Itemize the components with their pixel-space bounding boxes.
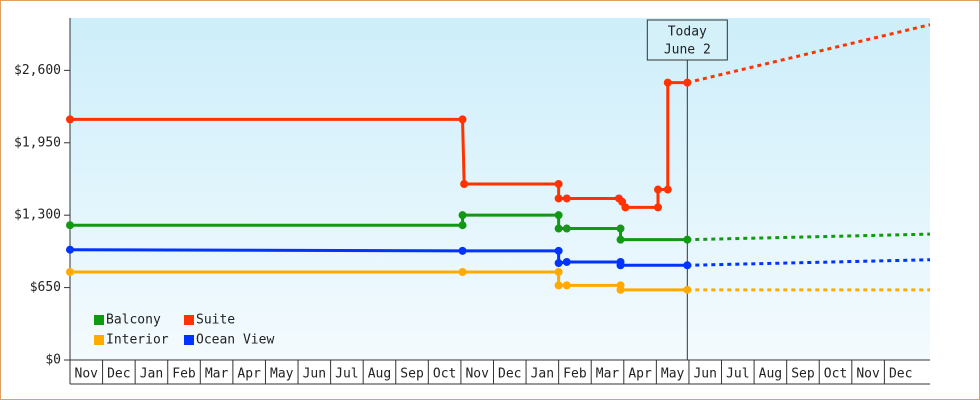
x-tick-label: Jan (140, 367, 163, 382)
x-tick-label: Jan (531, 367, 554, 382)
x-tick-label: Jun (693, 367, 716, 382)
price-point (616, 261, 625, 270)
x-tick-label: Jul (335, 367, 358, 382)
x-tick-label: Oct (824, 367, 847, 382)
price-point (562, 257, 571, 266)
price-point (458, 221, 467, 230)
price-point (616, 235, 625, 244)
plot-area (70, 18, 930, 360)
legend-label: Balcony (106, 313, 161, 328)
price-point (66, 267, 74, 276)
x-tick-label: Jun (303, 367, 326, 382)
forecast-line (686, 23, 931, 85)
price-point (562, 224, 571, 233)
price-point (66, 221, 74, 230)
x-tick-label: Jul (726, 367, 749, 382)
price-point (554, 246, 563, 255)
x-tick-label: Aug (759, 367, 782, 382)
price-point (554, 211, 563, 220)
y-tick-label: $0 (45, 353, 61, 368)
price-point (616, 224, 625, 233)
x-tick-label: Aug (368, 367, 391, 382)
price-point (683, 235, 692, 244)
price-point (66, 115, 74, 124)
legend-swatch (184, 335, 194, 345)
price-point (554, 259, 563, 268)
x-tick-label: Feb (563, 367, 587, 382)
price-point (683, 78, 692, 87)
x-tick-label: Mar (205, 367, 229, 382)
x-tick-label: Dec (889, 367, 912, 382)
y-tick-label: $1,950 (14, 135, 61, 150)
x-tick-label: Mar (596, 367, 620, 382)
price-point (458, 115, 467, 124)
price-point (554, 267, 563, 276)
x-tick-label: Sep (791, 367, 815, 382)
price-point (616, 285, 625, 294)
today-label: June 2 (664, 43, 711, 58)
y-tick-label: $650 (30, 280, 61, 295)
legend-label: Interior (106, 333, 169, 348)
price-point (460, 179, 469, 188)
price-point (458, 246, 467, 255)
x-tick-label: Dec (498, 367, 521, 382)
x-tick-label: Apr (628, 367, 652, 382)
x-tick-label: Oct (433, 367, 456, 382)
legend-swatch (94, 315, 104, 325)
x-tick-label: May (270, 367, 294, 382)
forecast-line (687, 258, 931, 267)
x-tick-label: Nov (75, 367, 99, 382)
legend-label: Ocean View (196, 333, 274, 348)
legend-swatch (94, 335, 104, 345)
price-point (653, 185, 662, 194)
price-point (683, 285, 692, 294)
price-point (621, 203, 630, 212)
today-title: Today (668, 25, 707, 40)
y-tick-label: $2,600 (14, 63, 61, 78)
price-point (458, 211, 467, 220)
forecast-line (687, 232, 931, 242)
legend-label: Suite (196, 313, 235, 328)
x-tick-label: Nov (465, 367, 489, 382)
price-point (554, 224, 563, 233)
x-tick-label: Nov (856, 367, 880, 382)
price-point (653, 203, 662, 212)
price-point (554, 179, 563, 188)
price-point (663, 185, 672, 194)
price-point (554, 194, 563, 203)
price-point (458, 267, 467, 276)
x-tick-label: Sep (400, 367, 424, 382)
price-point (562, 281, 571, 290)
x-tick-label: Apr (237, 367, 261, 382)
x-tick-label: May (661, 367, 685, 382)
price-point (663, 78, 672, 87)
legend-swatch (184, 315, 194, 325)
y-tick-label: $1,300 (14, 208, 61, 223)
price-point (66, 245, 74, 254)
price-point (554, 281, 563, 290)
price-point (683, 261, 692, 270)
price-point (562, 194, 571, 203)
x-tick-label: Dec (107, 367, 130, 382)
x-tick-label: Feb (172, 367, 196, 382)
today-box (646, 19, 728, 61)
